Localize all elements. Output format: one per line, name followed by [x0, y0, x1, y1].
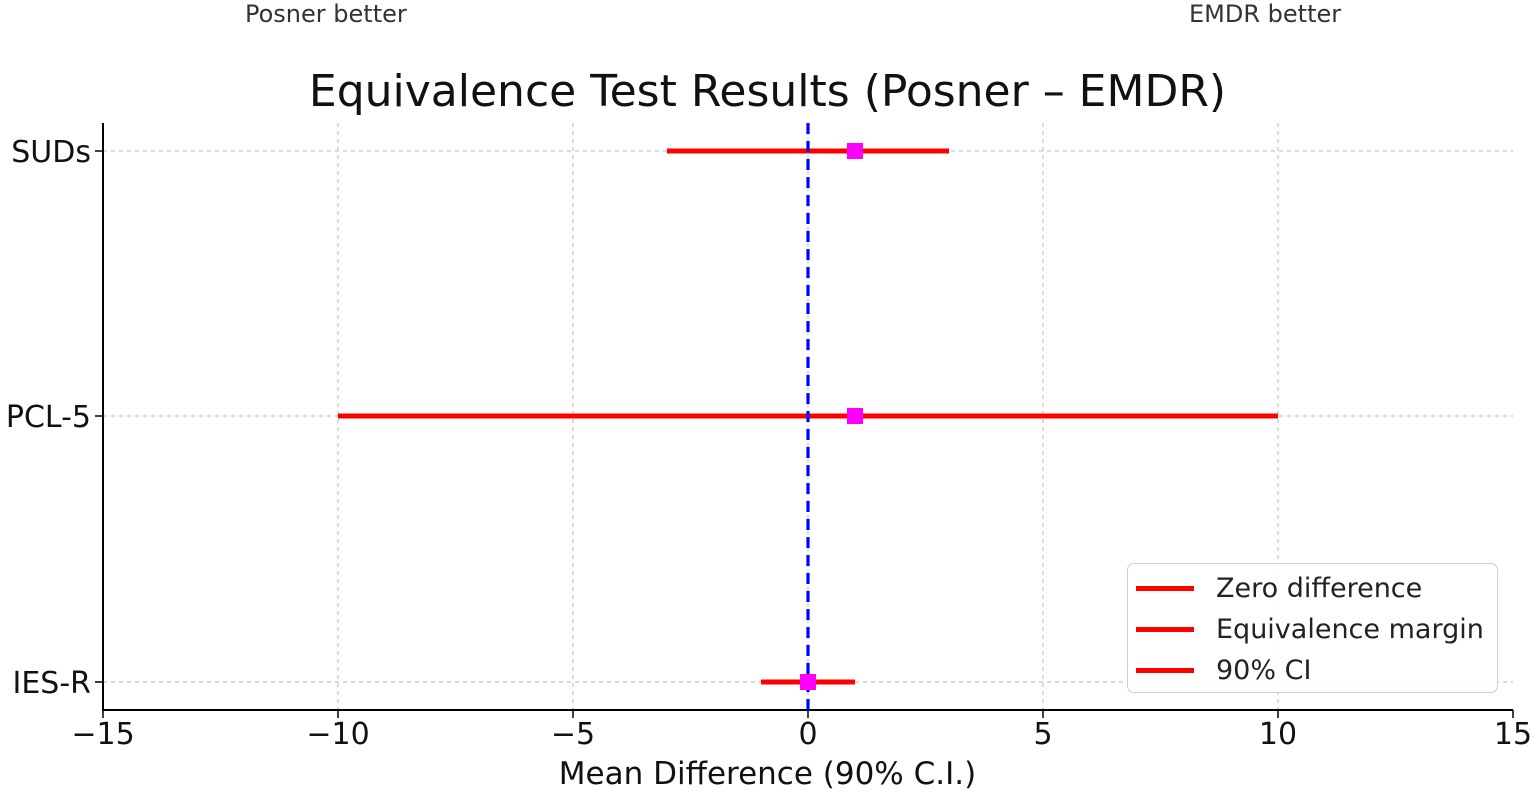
legend-label-zero-difference: Zero difference	[1216, 572, 1423, 604]
x-tick-label: −5	[551, 717, 595, 752]
x-tick-label: −15	[71, 717, 134, 752]
x-tick-label: 5	[1033, 717, 1052, 752]
point-estimate	[847, 408, 863, 424]
x-tick-label: 0	[798, 717, 817, 752]
legend-swatch-equivalence-margin	[1136, 626, 1194, 632]
x-tick-label: −10	[306, 717, 369, 752]
legend-item-zero-difference: Zero difference	[1136, 570, 1422, 606]
y-tick-label: SUDs	[11, 135, 91, 170]
legend-label-90-ci: 90% CI	[1216, 654, 1312, 686]
legend-swatch-90-ci	[1136, 667, 1194, 673]
x-axis-label: Mean Difference (90% C.I.)	[558, 756, 977, 792]
point-estimate	[847, 143, 863, 159]
annotation-emdr-better: EMDR better	[1189, 0, 1342, 28]
legend: Zero difference Equivalence margin 90% C…	[1127, 563, 1498, 693]
x-tick-label: 15	[1494, 717, 1532, 752]
point-estimate	[800, 674, 816, 690]
legend-item-90-ci: 90% CI	[1136, 652, 1311, 688]
legend-swatch-zero-difference	[1136, 585, 1194, 591]
legend-label-equivalence-margin: Equivalence margin	[1216, 613, 1484, 645]
y-tick-label: PCL-5	[6, 400, 91, 435]
x-tick-label: 10	[1259, 717, 1297, 752]
chart-title: Equivalence Test Results (Posner – EMDR)	[308, 66, 1227, 117]
annotation-posner-better: Posner better	[245, 0, 407, 28]
y-tick-label: IES-R	[12, 666, 91, 701]
legend-item-equivalence-margin: Equivalence margin	[1136, 611, 1484, 647]
